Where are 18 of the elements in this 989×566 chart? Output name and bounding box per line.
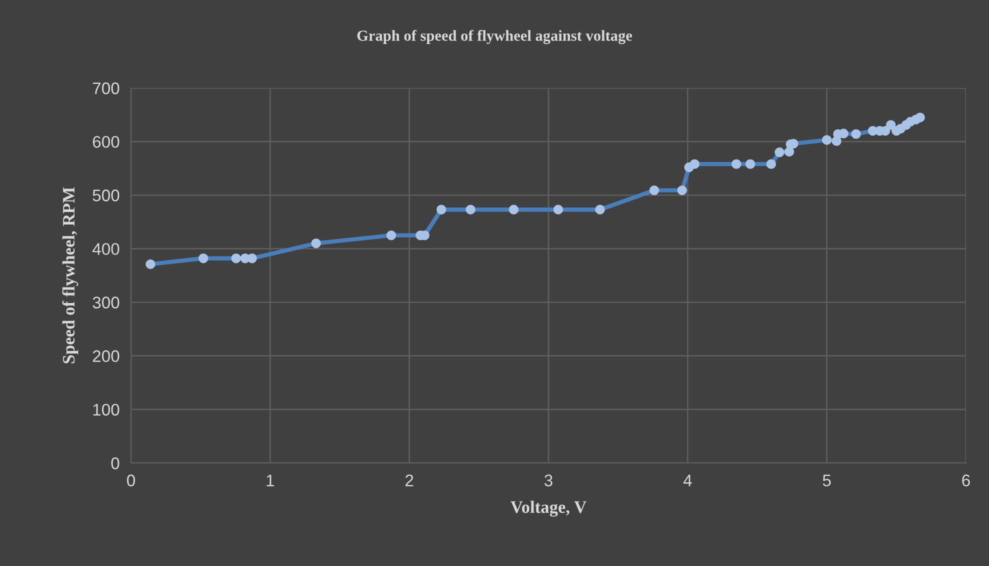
- x-tick-label: 4: [683, 474, 692, 486]
- x-axis-title: Voltage, V: [510, 500, 586, 517]
- y-tick-label: 500: [92, 190, 120, 202]
- x-tick-label: 0: [127, 474, 135, 486]
- y-tick-label: 100: [93, 404, 120, 416]
- y-tick-label: 300: [92, 296, 120, 308]
- x-tick-label: 2: [406, 474, 414, 486]
- chart-title: Graph of speed of flywheel against voltage: [357, 30, 632, 44]
- y-tick-label: 0: [111, 457, 120, 470]
- y-tick-label: 200: [92, 350, 120, 362]
- x-tick-label: 6: [962, 474, 970, 486]
- y-axis-title: Speed of flywheel, RPM: [62, 187, 78, 364]
- y-tick-label: 700: [92, 82, 120, 94]
- y-tick-label: 600: [92, 136, 120, 148]
- y-tick-label: 400: [92, 243, 120, 255]
- x-tick-label: 5: [822, 474, 831, 486]
- x-tick-label: 3: [544, 474, 552, 486]
- x-tick-label: 1: [266, 474, 274, 486]
